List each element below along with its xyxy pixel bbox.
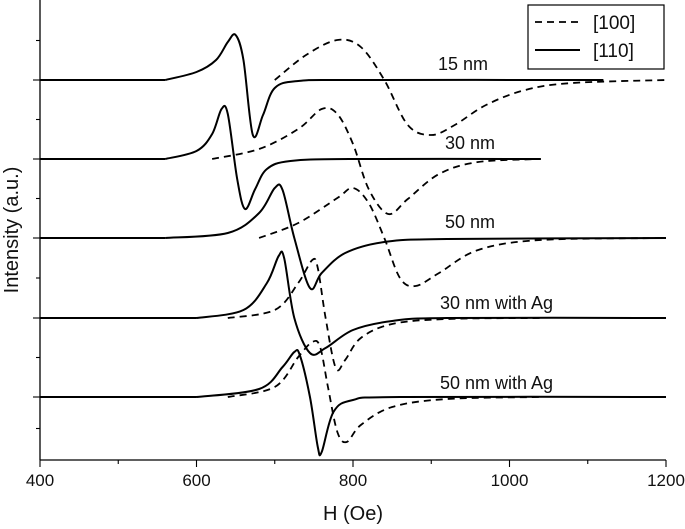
x-axis-title: H (Oe) bbox=[323, 503, 383, 525]
curve-110 bbox=[165, 183, 667, 291]
legend-label: [110] bbox=[593, 41, 634, 62]
curve-100 bbox=[227, 257, 541, 372]
legend-box bbox=[527, 4, 665, 70]
x-tick-label: 1000 bbox=[491, 471, 529, 490]
sample-label: 15 nm bbox=[438, 54, 488, 74]
legend: [100] [110] bbox=[527, 4, 665, 70]
sample-label: 30 nm with Ag bbox=[440, 293, 553, 313]
curve-100 bbox=[227, 339, 541, 444]
curve-labels: 15 nm 30 nm 50 nm 30 nm with Ag 50 nm with A… bbox=[438, 54, 553, 393]
curve-110 bbox=[196, 348, 667, 457]
curve-100 bbox=[274, 38, 667, 136]
curves bbox=[40, 33, 667, 457]
x-tick-label: 600 bbox=[182, 471, 210, 490]
curve-110 bbox=[164, 104, 541, 211]
x-tick-label: 1200 bbox=[647, 471, 685, 490]
sample-label: 50 nm with Ag bbox=[440, 373, 553, 393]
sample-label: 50 nm bbox=[445, 212, 495, 232]
curve-100 bbox=[211, 107, 541, 216]
x-tick-label: 800 bbox=[339, 471, 367, 490]
y-axis-title: Intensity (a.u.) bbox=[1, 167, 23, 294]
x-tick-label: 400 bbox=[26, 471, 54, 490]
legend-label: [100] bbox=[593, 13, 635, 34]
curve-100 bbox=[258, 187, 667, 288]
curve-110 bbox=[164, 33, 604, 139]
sample-label: 30 nm bbox=[445, 133, 495, 153]
curve-110 bbox=[196, 250, 667, 356]
